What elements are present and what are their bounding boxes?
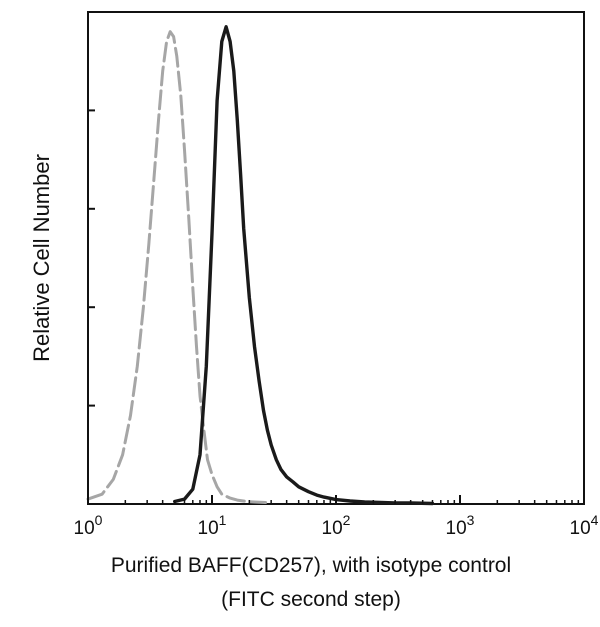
series-layer xyxy=(86,25,435,506)
x-tick-label-4: 104 xyxy=(570,512,599,539)
label-layer: 100 101 102 103 104 xyxy=(74,512,599,539)
x-tick-label-0: 100 xyxy=(74,512,103,539)
x-axis-title-line-1: Purified BAFF(CD257), with isotype contr… xyxy=(111,554,511,577)
x-tick-label-1: 101 xyxy=(198,512,227,539)
y-axis-title: Relative Cell Number xyxy=(29,154,54,362)
x-tick-label-2: 102 xyxy=(322,512,351,539)
series-line-isotype xyxy=(86,30,267,504)
tick-layer xyxy=(87,11,585,505)
series-line-baff xyxy=(172,25,435,506)
x-tick-label-3: 103 xyxy=(446,512,475,539)
x-axis-title-line-2: (FITC second step) xyxy=(221,588,401,611)
